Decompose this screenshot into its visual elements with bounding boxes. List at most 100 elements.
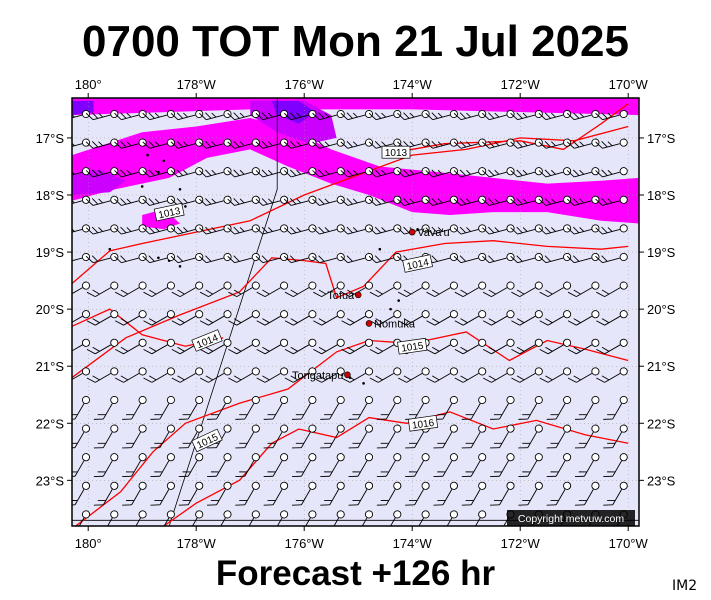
barb-feather [154, 414, 163, 416]
barb-feather [91, 226, 99, 234]
barb-feather [431, 169, 438, 176]
barb-feather [148, 226, 155, 234]
barb-staff [489, 171, 507, 178]
station-circle [449, 310, 458, 319]
barb-feather [603, 447, 613, 449]
barb-staff [301, 460, 311, 477]
barb-feather [595, 170, 603, 178]
barb-feather [154, 198, 160, 204]
barb-staff [272, 489, 283, 506]
barb-feather [488, 375, 497, 381]
station-circle [223, 338, 232, 347]
barb-feather [178, 475, 189, 478]
wind-barb [256, 310, 289, 326]
station-circle [478, 338, 487, 347]
barb-staff [519, 287, 536, 297]
wind-barb [114, 224, 147, 235]
barb-feather [380, 471, 389, 473]
wind-barb [170, 252, 204, 264]
barb-staff [301, 403, 311, 420]
wind-barb [86, 338, 119, 355]
wind-barb [398, 367, 430, 383]
station-circle [393, 109, 402, 119]
wind-barb [150, 453, 175, 478]
wind-barb [199, 195, 232, 206]
station-circle [393, 224, 402, 233]
barb-feather [235, 504, 245, 506]
barb-feather [261, 140, 268, 148]
barb-feather [398, 377, 407, 383]
barb-feather [182, 442, 191, 444]
barb-staff [604, 315, 621, 326]
barb-feather [368, 141, 377, 149]
barb-feather [199, 227, 207, 235]
station-circle [534, 252, 543, 262]
barb-feather [347, 318, 355, 324]
barb-staff [72, 257, 83, 264]
precip-area-light [72, 98, 639, 116]
barb-feather [482, 255, 490, 264]
barb-feather [92, 375, 100, 381]
station-circle [336, 252, 345, 262]
barb-feather [380, 500, 389, 501]
station-circle [619, 424, 628, 433]
barb-staff [460, 229, 479, 235]
barb-feather [239, 169, 245, 175]
wind-barb [256, 338, 289, 355]
station-circle [223, 310, 232, 319]
barb-feather [324, 141, 330, 147]
barb-feather [312, 112, 320, 121]
station-circle [336, 224, 345, 233]
station-circle [166, 510, 175, 519]
barb-feather [465, 414, 474, 416]
barb-feather [235, 418, 245, 420]
wind-barb [511, 281, 543, 297]
station-circle [534, 395, 543, 405]
barb-feather [183, 169, 188, 175]
barb-feather [482, 348, 492, 355]
barb-feather [539, 348, 549, 355]
barb-feather [601, 318, 610, 324]
barb-staff [329, 403, 340, 420]
station-circle [393, 510, 402, 519]
station-circle [364, 195, 374, 204]
isobar-label-text: 1015 [401, 341, 425, 355]
barb-staff [545, 200, 564, 206]
wind-barb [93, 424, 119, 449]
barb-feather [348, 504, 359, 506]
barb-feather [205, 226, 212, 234]
barb-staff [121, 257, 139, 264]
barb-feather [72, 418, 76, 420]
wind-barb [425, 167, 458, 178]
barb-feather [205, 112, 212, 119]
station-circle [506, 367, 515, 376]
barb-staff [347, 257, 366, 264]
lon-tick-label-top: 180° [75, 77, 102, 92]
wind-barb [348, 481, 374, 506]
barb-feather [397, 198, 405, 206]
barb-feather [122, 447, 132, 449]
barb-feather [205, 346, 214, 352]
barb-feather [150, 529, 159, 537]
wind-barb [255, 109, 289, 121]
station-circle [619, 167, 628, 176]
barb-feather [539, 377, 549, 383]
barb-feather [574, 447, 585, 449]
barb-feather [126, 442, 135, 444]
barb-feather [176, 226, 184, 234]
wind-barb [320, 481, 345, 506]
wind-barb [143, 281, 175, 297]
barb-staff [149, 114, 168, 121]
barb-feather [115, 348, 124, 355]
station-circle [251, 338, 260, 347]
barb-feather [97, 442, 106, 444]
wind-barb [425, 224, 458, 235]
wind-barb [340, 195, 374, 206]
barb-feather [433, 504, 443, 506]
barb-feather [425, 112, 433, 121]
barb-feather [122, 529, 131, 537]
barb-feather [176, 169, 184, 176]
barb-staff [321, 344, 338, 355]
lat-tick-label-left: 22°S [36, 416, 65, 431]
wind-barb [235, 424, 260, 449]
